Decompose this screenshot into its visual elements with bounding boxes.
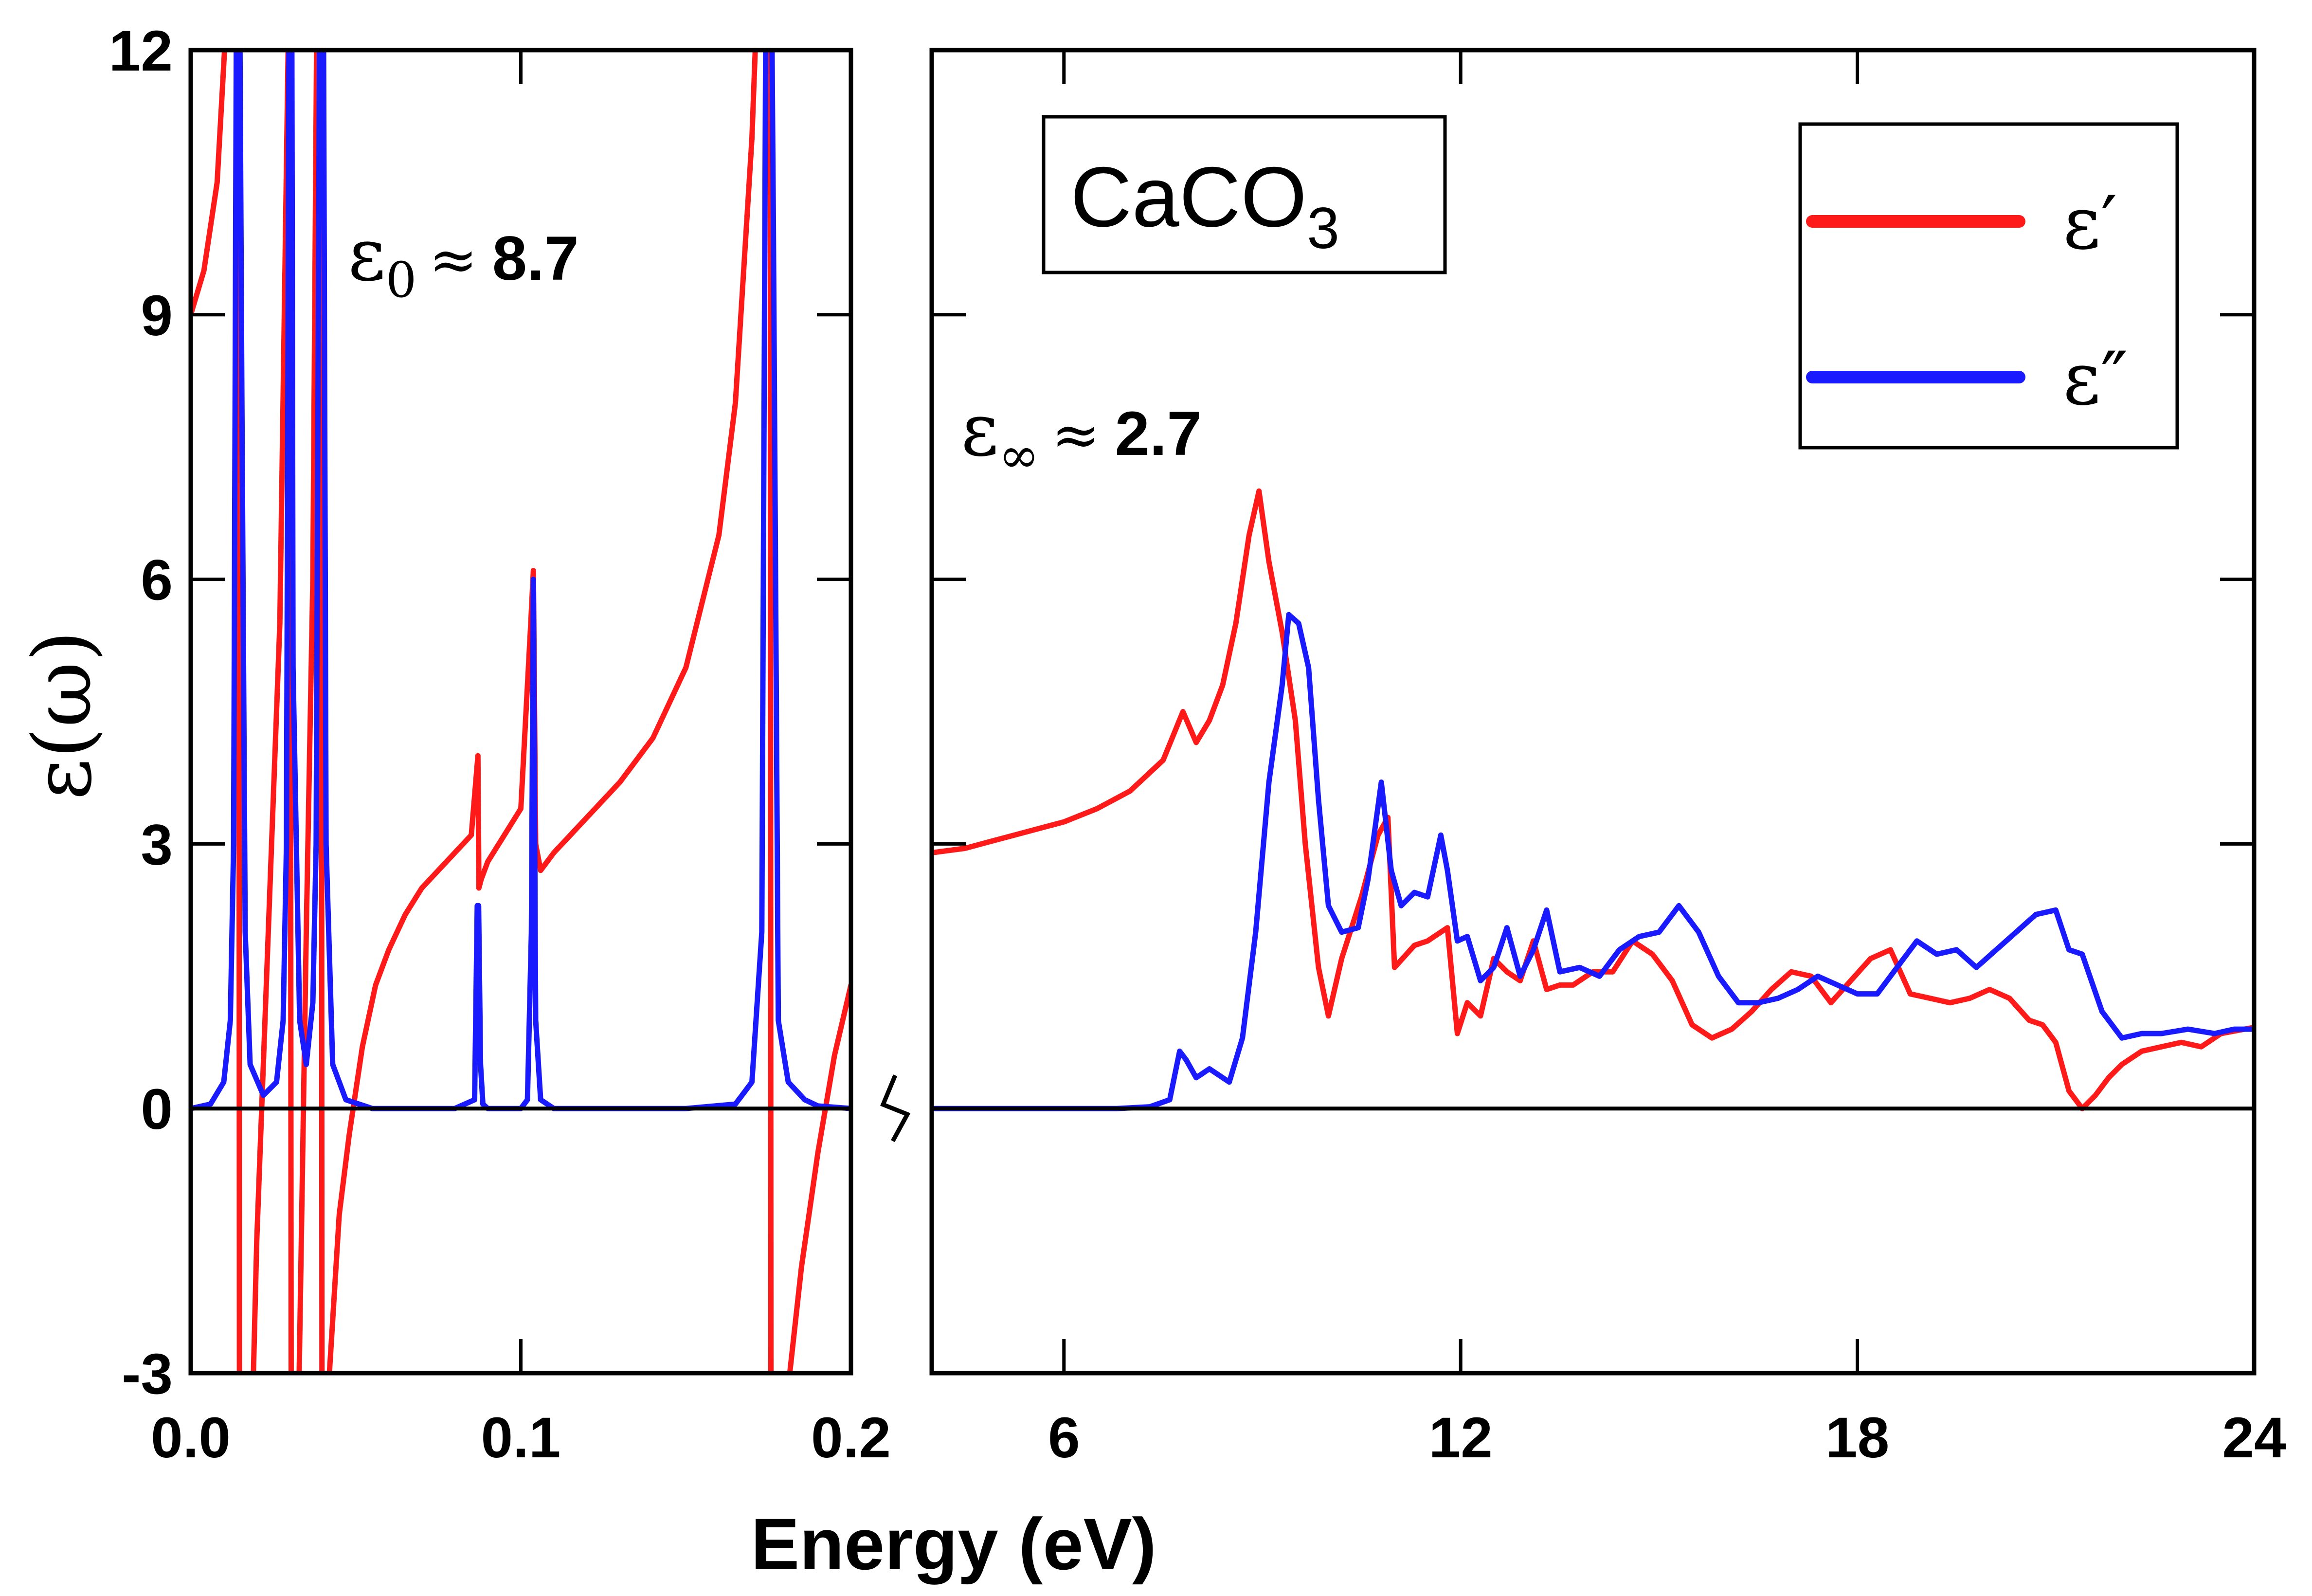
compound-label-box (1042, 115, 1447, 274)
right-plot-frame (929, 48, 2257, 1376)
compound-main: CaCO (1070, 150, 1307, 245)
y-tick-label: 6 (141, 548, 173, 613)
y-tick-label: 3 (141, 813, 173, 877)
right-panel: 6 12 18 24 CaCO3 ε∞ ≈2.7 ε′ ε″ (929, 48, 2286, 1470)
right-x-tick-label: 18 (1825, 1406, 1889, 1470)
epsinf-symbol: ε (961, 388, 999, 472)
y-tick-label: 9 (141, 284, 173, 348)
left-series-eps-double-prime (191, 50, 851, 1111)
right-epsinf-annotation: ε∞ ≈2.7 (961, 388, 1202, 484)
left-series-eps-prime (191, 50, 851, 1373)
right-x-tick-label: 6 (1048, 1406, 1080, 1470)
epsinf-subscript: ∞ (999, 427, 1039, 484)
right-curves (932, 488, 2254, 1111)
left-x-tick-label: 0.1 (481, 1406, 560, 1470)
right-x-tick-labels: 6 12 18 24 (1048, 1406, 2286, 1470)
left-ticks (189, 48, 853, 1375)
eps0-value: 8.7 (492, 224, 579, 293)
legend-label-eps-prime: ε′ (2063, 181, 2117, 266)
x-axis-label: Energy (eV) (751, 1503, 1156, 1585)
legend-box (1798, 122, 2179, 450)
right-x-tick-label: 24 (2222, 1406, 2286, 1470)
right-series-eps-prime (932, 488, 2254, 1111)
compound-label: CaCO3 (1070, 150, 1339, 261)
eps0-symbol: ε (348, 213, 386, 297)
y-tick-label: -3 (122, 1342, 173, 1406)
y-tick-label: 0 (141, 1077, 173, 1142)
compound-subscript: 3 (1307, 196, 1339, 261)
left-y-tick-labels: -3 0 3 6 9 12 (109, 19, 173, 1406)
y-tick-label: 12 (109, 19, 173, 83)
left-curves (191, 50, 851, 1373)
axis-break-marker (880, 1074, 911, 1143)
y-axis-label: ε(ω) (16, 631, 109, 800)
left-x-tick-labels: 0.0 0.1 0.2 (151, 1406, 891, 1470)
epsinf-approx: ≈ (1051, 401, 1101, 469)
legend-label-eps-double-prime: ε″ (2063, 337, 2128, 421)
right-ticks (932, 48, 2256, 1375)
left-x-tick-label: 0.2 (811, 1406, 891, 1470)
eps0-approx: ≈ (429, 226, 478, 294)
epsinf-value: 2.7 (1115, 399, 1202, 469)
eps0-subscript: 0 (386, 252, 417, 308)
left-x-tick-label: 0.0 (151, 1406, 231, 1470)
left-eps0-annotation: ε0 ≈8.7 (348, 213, 579, 308)
right-series-eps-double-prime (932, 612, 2254, 1111)
right-x-tick-label: 12 (1429, 1406, 1493, 1470)
